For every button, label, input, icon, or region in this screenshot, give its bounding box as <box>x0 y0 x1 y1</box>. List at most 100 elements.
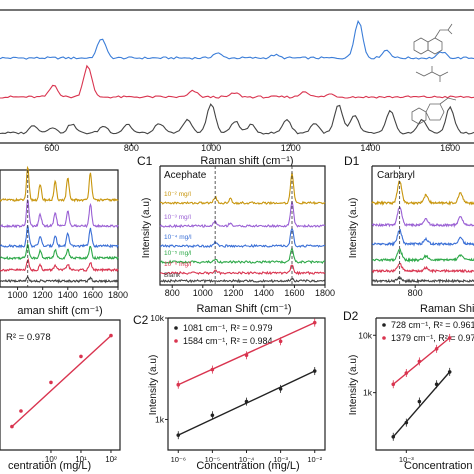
b2-x-tick-label: 10⁰ <box>45 455 57 464</box>
c1-concentration-label: 10⁻² mg/l <box>164 191 191 198</box>
c2-legend-marker-1 <box>174 326 178 330</box>
top-x-tick-label: 1000 <box>201 143 221 153</box>
c1-x-tick-label: 1400 <box>254 288 274 298</box>
b1-spectrum-line-2 <box>0 199 119 229</box>
c1-x-tick-label: 1800 <box>315 288 335 298</box>
b2-fit-line <box>11 335 112 428</box>
c2-x-tick-label: 10⁻⁵ <box>205 455 220 464</box>
c2-data-point <box>278 339 283 344</box>
c2-data-point <box>176 382 181 387</box>
panel-b2: R² = 0.978 10⁰ 10¹ 10² centration (mg/L) <box>0 319 121 472</box>
d2-data-point <box>404 371 409 375</box>
c1-x-tick-label: 1000 <box>193 288 213 298</box>
d2-data-point <box>417 359 422 364</box>
d1-spectrum-line-5 <box>371 262 474 274</box>
molecule-structure-icon <box>415 66 449 82</box>
b2-x-tick-label: 10¹ <box>75 455 87 464</box>
c1-spectrum-line-4 <box>159 246 326 265</box>
b2-data-point <box>109 333 113 338</box>
b1-spectrum-line-4 <box>0 242 119 261</box>
d2-data-point <box>417 399 422 404</box>
d2-data-point <box>404 420 409 425</box>
molecule-structure-icon <box>411 97 457 125</box>
d2-legend-text-2: 1379 cm⁻¹, R² = 0.978 <box>391 333 474 343</box>
d2-fit-line-1 <box>392 371 451 438</box>
d2-data-point <box>434 382 439 387</box>
c2-x-tick-label: 10⁻⁶ <box>171 455 186 464</box>
c1-spectrum-line-6 <box>159 277 326 284</box>
d2-fit-line-2 <box>392 337 451 385</box>
d2-y-axis-label: Intensity (a.u) <box>348 355 359 416</box>
d2-data-point <box>391 382 396 387</box>
b1-x-tick-label: 1800 <box>108 290 128 300</box>
top-x-tick-label: 1200 <box>281 143 301 153</box>
c1-spectrum-line-3 <box>159 227 325 249</box>
d2-data-point <box>447 336 452 340</box>
c1-x-tick-label: 1200 <box>223 288 243 298</box>
b1-x-tick-label: 1200 <box>33 290 53 300</box>
top-x-tick-label: 600 <box>44 143 59 153</box>
c2-x-tick-label: 10⁻³ <box>273 455 288 464</box>
b2-data-point <box>79 354 83 359</box>
d1-panel-label: D1 <box>344 154 360 168</box>
d1-spectrum-line-2 <box>371 206 474 228</box>
d2-x-axis-label: Concentration <box>404 460 473 472</box>
c1-concentration-label: 10⁻³ mg/l <box>164 214 191 221</box>
c1-concentration-label: 10⁻⁵ mg/l <box>164 250 192 257</box>
c1-compound-name: Acephate <box>164 170 207 181</box>
top-x-tick-label: 1600 <box>440 143 460 153</box>
c1-concentration-label: 10⁻⁴ mg/l <box>164 234 192 241</box>
b1-spectrum-line-3 <box>0 225 119 249</box>
c2-legend-text-1: 1081 cm⁻¹, R² = 0.979 <box>183 323 273 333</box>
b2-x-axis-label: centration (mg/L) <box>8 460 91 472</box>
d1-y-axis-label: Intensity (a.u) <box>348 198 359 259</box>
d2-legend: 728 cm⁻¹, R² = 0.961 1379 cm⁻¹, R² = 0.9… <box>382 320 474 343</box>
d2-y-tick-label: 10k <box>358 330 372 340</box>
d1-x-tick-label: 800 <box>408 288 423 298</box>
panel-c1: C1 Intensity (a.u) Acephate 10⁻² mg/l 10⁻… <box>137 154 335 315</box>
b2-legend: R² = 0.978 <box>6 332 51 343</box>
d2-data-point <box>391 434 396 439</box>
d2-y-tick-label: 1k <box>363 388 373 398</box>
c2-data-point <box>210 367 215 372</box>
c1-x-tick-label: 1600 <box>284 288 304 298</box>
b2-x-tick-label: 10² <box>105 455 117 464</box>
c2-x-tick-label: 10⁻² <box>307 455 322 464</box>
c1-concentration-label: Blank <box>164 272 181 279</box>
top-spectrum-line-3 <box>0 103 474 135</box>
b2-data-point <box>19 409 23 413</box>
top-x-axis-label: Raman shift (cm⁻¹) <box>200 155 293 167</box>
top-spectrum-line-1 <box>0 19 474 60</box>
c2-y-tick-label: 1k <box>155 414 165 424</box>
c2-data-point <box>278 387 283 391</box>
b1-spectrum-line-1 <box>0 165 119 203</box>
d2-legend-marker-2 <box>382 336 386 340</box>
d2-data-point <box>447 370 452 374</box>
c2-x-tick-label: 10⁻⁴ <box>239 455 255 464</box>
panel-b1: 1000 1200 1400 1600 1800 aman shift (cm⁻¹) <box>0 165 128 317</box>
molecule-structure-icon <box>413 23 453 55</box>
top-panel: 600 800 1000 1200 1400 1600 Raman shift (cm⁻¹… <box>0 9 474 167</box>
c1-spectrum-line-5 <box>159 264 326 276</box>
c2-legend-text-2: 1584 cm⁻¹, R² = 0.984 <box>183 336 273 346</box>
c2-data-point <box>312 369 317 373</box>
d2-legend-text-1: 728 cm⁻¹, R² = 0.961 <box>391 320 474 330</box>
b1-x-axis-label: aman shift (cm⁻¹) <box>17 305 102 317</box>
c2-legend: 1081 cm⁻¹, R² = 0.979 1584 cm⁻¹, R² = 0.… <box>174 323 273 346</box>
b2-legend-text: R² = 0.978 <box>6 332 51 343</box>
b1-x-tick-label: 1600 <box>83 290 103 300</box>
panel-d2: D2 Intensity (a.u) 728 cm⁻¹, R² = 0.961 … <box>343 309 474 472</box>
c1-concentration-label: 10⁻⁶ mg/l <box>164 261 192 268</box>
top-x-tick-label: 1400 <box>360 143 380 153</box>
d1-spectrum-line-4 <box>371 248 474 264</box>
c1-spectrum-line-2 <box>159 200 326 229</box>
b2-data-point <box>49 380 53 385</box>
b1-spectrum-line-6 <box>0 275 119 284</box>
c2-data-point <box>176 433 181 437</box>
top-x-tick-label: 800 <box>124 143 139 153</box>
b1-x-tick-label: 1000 <box>8 290 28 300</box>
c1-x-tick-label: 800 <box>165 288 180 298</box>
d2-x-tick-label: 10⁻³ <box>399 455 414 464</box>
c2-x-axis-label: Concentration (mg/L) <box>196 460 299 472</box>
